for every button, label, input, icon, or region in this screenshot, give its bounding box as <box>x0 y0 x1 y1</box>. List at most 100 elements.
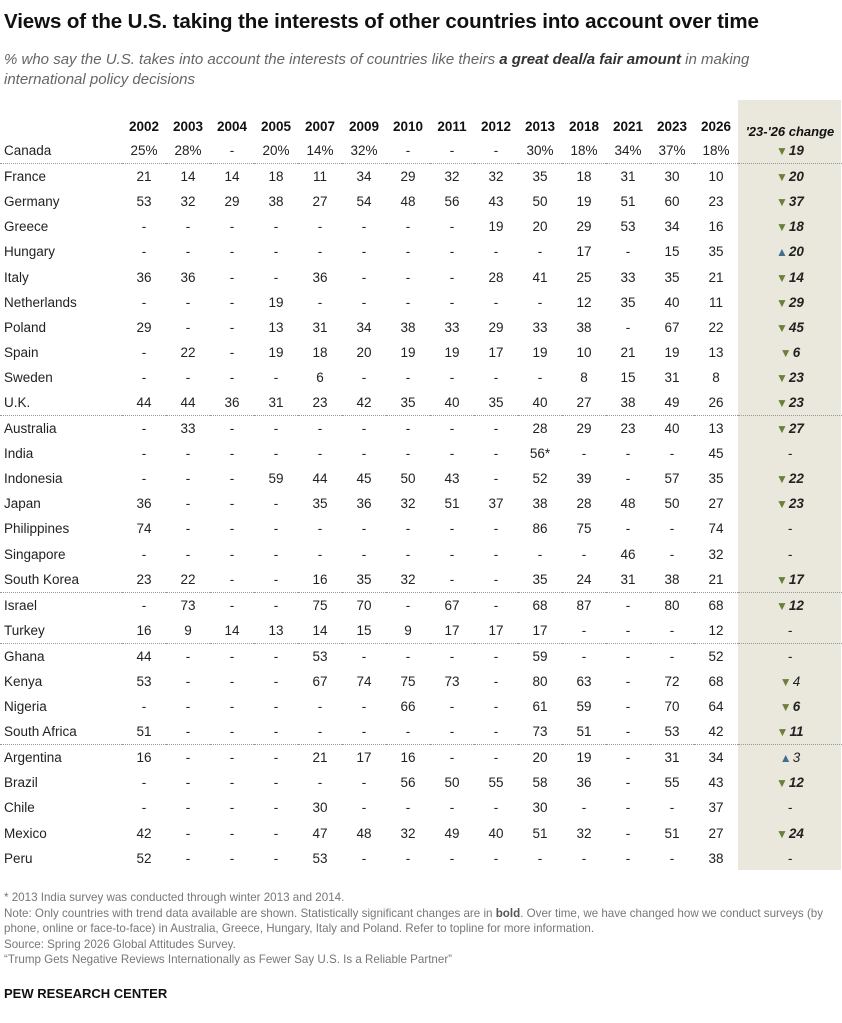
value-cell: 36 <box>136 496 152 512</box>
value-cell: 35 <box>532 571 548 587</box>
change-cell: ▼45 <box>738 315 842 340</box>
country-name: Spain <box>4 344 39 360</box>
value-cell: 75 <box>400 674 416 690</box>
change-value: 20 <box>788 169 804 185</box>
table-row: Netherlands - - - 19 - - - - - - 12 35 40 11 ▼29 <box>0 290 842 315</box>
change-value: 23 <box>788 496 804 512</box>
change-value: 37 <box>788 194 804 210</box>
value-cell: 20% <box>262 143 290 159</box>
footnotes: * 2013 India survey was conducted throug… <box>4 890 838 968</box>
value-cell: - <box>449 219 455 235</box>
value-cell: - <box>185 244 191 260</box>
country-name: Kenya <box>4 674 43 690</box>
value-cell: 58 <box>532 775 548 791</box>
value-cell: 49 <box>444 825 460 841</box>
value-cell: 15 <box>664 244 680 260</box>
value-cell: - <box>254 744 298 771</box>
change-cell: ▼17 <box>738 567 842 593</box>
value-cell: - <box>474 591 518 618</box>
value-cell: 74 <box>356 674 372 690</box>
change-cell: ▼23 <box>738 365 842 390</box>
value-cell: 33 <box>532 319 548 335</box>
value-cell: 36 <box>356 496 372 512</box>
value-cell: 34 <box>664 219 680 235</box>
value-cell: 32 <box>474 163 518 190</box>
value-cell: 19 <box>444 344 460 360</box>
value-cell: - <box>474 642 518 669</box>
value-cell: 24 <box>576 571 592 587</box>
value-cell: 38 <box>268 194 284 210</box>
value-cell: 18% <box>702 143 730 159</box>
year-header-2003: 2003 <box>172 119 204 134</box>
value-cell: - <box>405 244 411 260</box>
value-cell: - <box>430 744 474 771</box>
subtitle-text-end: in making international policy decisions <box>4 51 750 88</box>
down-triangle-icon: ▼ <box>776 826 788 841</box>
value-cell: - <box>493 571 499 587</box>
value-cell: - <box>342 415 386 442</box>
value-cell: 29 <box>136 319 152 335</box>
year-header-2007: 2007 <box>304 119 336 134</box>
value-cell: - <box>185 521 191 537</box>
value-cell: 27 <box>708 825 724 841</box>
value-cell: 32 <box>400 496 416 512</box>
value-cell: 51 <box>576 724 592 740</box>
value-cell: - <box>449 446 455 462</box>
change-cell: - <box>738 795 842 820</box>
value-cell: - <box>449 546 455 562</box>
country-name: Indonesia <box>4 471 63 487</box>
country-name: Netherlands <box>4 294 77 310</box>
value-cell: - <box>273 850 279 866</box>
value-cell: - <box>669 800 675 816</box>
value-cell: 36 <box>312 269 328 285</box>
value-cell: - <box>185 850 191 866</box>
value-cell: 12 <box>576 294 592 310</box>
change-cell: ▲20 <box>738 239 842 264</box>
value-cell: - <box>537 369 543 385</box>
change-value: - <box>787 648 793 664</box>
value-cell: - <box>361 521 367 537</box>
value-cell: 40 <box>532 394 548 410</box>
value-cell: 34 <box>356 319 372 335</box>
value-cell: 40 <box>444 394 460 410</box>
country-name: Greece <box>4 219 49 235</box>
value-cell: 80 <box>532 674 548 690</box>
change-cell: ▼12 <box>738 770 842 795</box>
value-cell: - <box>405 800 411 816</box>
value-cell: 35 <box>708 471 724 487</box>
value-cell: 8 <box>580 369 588 385</box>
value-cell: - <box>141 294 147 310</box>
value-cell: 38 <box>400 319 416 335</box>
value-cell: - <box>493 143 499 159</box>
value-cell: - <box>669 546 675 562</box>
value-cell: 41 <box>532 269 548 285</box>
value-cell: - <box>625 622 631 638</box>
change-value: 12 <box>788 775 804 791</box>
value-cell: - <box>581 546 587 562</box>
value-cell: 28 <box>488 269 504 285</box>
value-cell: - <box>229 219 235 235</box>
change-cell: - <box>738 642 842 669</box>
value-cell: - <box>581 800 587 816</box>
value-cell: 42 <box>136 825 152 841</box>
value-cell: - <box>141 369 147 385</box>
value-cell: - <box>122 591 166 618</box>
value-cell: 19 <box>268 344 284 360</box>
value-cell: - <box>185 496 191 512</box>
value-cell: 16 <box>312 571 328 587</box>
country-name: Canada <box>4 143 52 159</box>
change-cell: ▼12 <box>738 591 842 618</box>
value-cell: 57 <box>664 471 680 487</box>
value-cell: - <box>625 244 631 260</box>
value-cell: - <box>229 724 235 740</box>
country-name: Sweden <box>4 369 53 385</box>
value-cell: - <box>405 219 411 235</box>
value-cell: 18 <box>254 163 298 190</box>
value-cell: 9 <box>404 622 412 638</box>
value-cell: - <box>229 319 235 335</box>
value-cell: 66 <box>400 699 416 715</box>
value-cell: 59 <box>518 642 562 669</box>
country-name: Mexico <box>4 825 47 841</box>
value-cell: 42 <box>708 724 724 740</box>
value-cell: 16 <box>386 744 430 771</box>
